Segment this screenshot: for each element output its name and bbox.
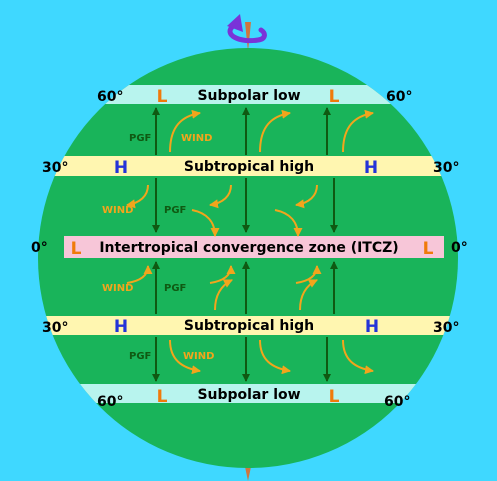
lat-label-right-30-south: 30° (433, 320, 459, 336)
wind-arrow-icon (274, 209, 303, 237)
pressure-high-south-right: H (365, 317, 379, 337)
wind-label-zone-4: WIND (183, 351, 214, 362)
wind-arrow-icon (126, 265, 153, 284)
band-label-north-subpolar: Subpolar low (197, 88, 300, 104)
wind-arrow-icon (295, 184, 318, 209)
lat-label-right-60-south: 60° (384, 394, 410, 410)
pgf-label-zone-2: PGF (164, 205, 186, 216)
wind-arrow-icon (126, 184, 149, 209)
pressure-high-north-left: H (114, 158, 128, 178)
pgf-label-zone-1: PGF (129, 133, 151, 144)
lat-label-right-0: 0° (451, 240, 468, 256)
axis-top (245, 22, 251, 52)
band-south-subtropical (38, 316, 458, 335)
lat-label-left-0: 0° (31, 240, 48, 256)
lat-label-left-60-south: 60° (97, 394, 123, 410)
wind-arrow-icon (259, 109, 291, 153)
pressure-low-south-right: L (329, 387, 340, 407)
lat-label-left-30-north: 30° (42, 160, 68, 176)
wind-arrow-icon (209, 265, 236, 284)
band-label-north-subtropical: Subtropical high (184, 159, 314, 175)
wind-arrow-icon (259, 339, 291, 375)
lat-label-right-60-north: 60° (386, 89, 412, 105)
lat-label-left-60-north: 60° (97, 89, 123, 105)
wind-arrow-icon (169, 109, 201, 153)
rotation-arrow-icon (227, 14, 267, 44)
band-label-south-subpolar: Subpolar low (197, 387, 300, 403)
pressure-high-south-left: H (114, 317, 128, 337)
pressure-low-equator-left: L (71, 239, 82, 259)
band-label-south-subtropical: Subtropical high (184, 318, 314, 334)
lat-label-left-30-south: 30° (42, 320, 68, 336)
wind-arrow-icon (299, 279, 318, 311)
band-label-itcz: Intertropical convergence zone (ITCZ) (99, 240, 398, 256)
wind-arrow-icon (342, 339, 374, 375)
band-north-subtropical (38, 156, 458, 176)
pressure-high-north-right: H (364, 158, 378, 178)
pressure-low-north-left: L (157, 87, 168, 107)
band-equator (64, 236, 444, 258)
pgf-label-zone-4: PGF (129, 351, 151, 362)
wind-arrow-icon (214, 279, 233, 311)
band-north-subpolar (38, 85, 458, 104)
wind-label-zone-2: WIND (102, 205, 133, 216)
wind-arrow-icon (295, 265, 322, 284)
wind-arrow-icon (169, 339, 201, 375)
wind-label-zone-3: WIND (102, 283, 133, 294)
pgf-label-zone-3: PGF (164, 283, 186, 294)
lat-label-right-30-north: 30° (433, 160, 459, 176)
wind-arrow-icon (342, 109, 374, 153)
pressure-low-equator-right: L (423, 239, 434, 259)
band-south-subpolar (38, 384, 458, 403)
pressure-low-north-right: L (329, 87, 340, 107)
wind-arrow-icon (191, 209, 220, 237)
pressure-low-south-left: L (157, 387, 168, 407)
wind-arrow-icon (209, 184, 232, 209)
wind-label-zone-1: WIND (181, 133, 212, 144)
